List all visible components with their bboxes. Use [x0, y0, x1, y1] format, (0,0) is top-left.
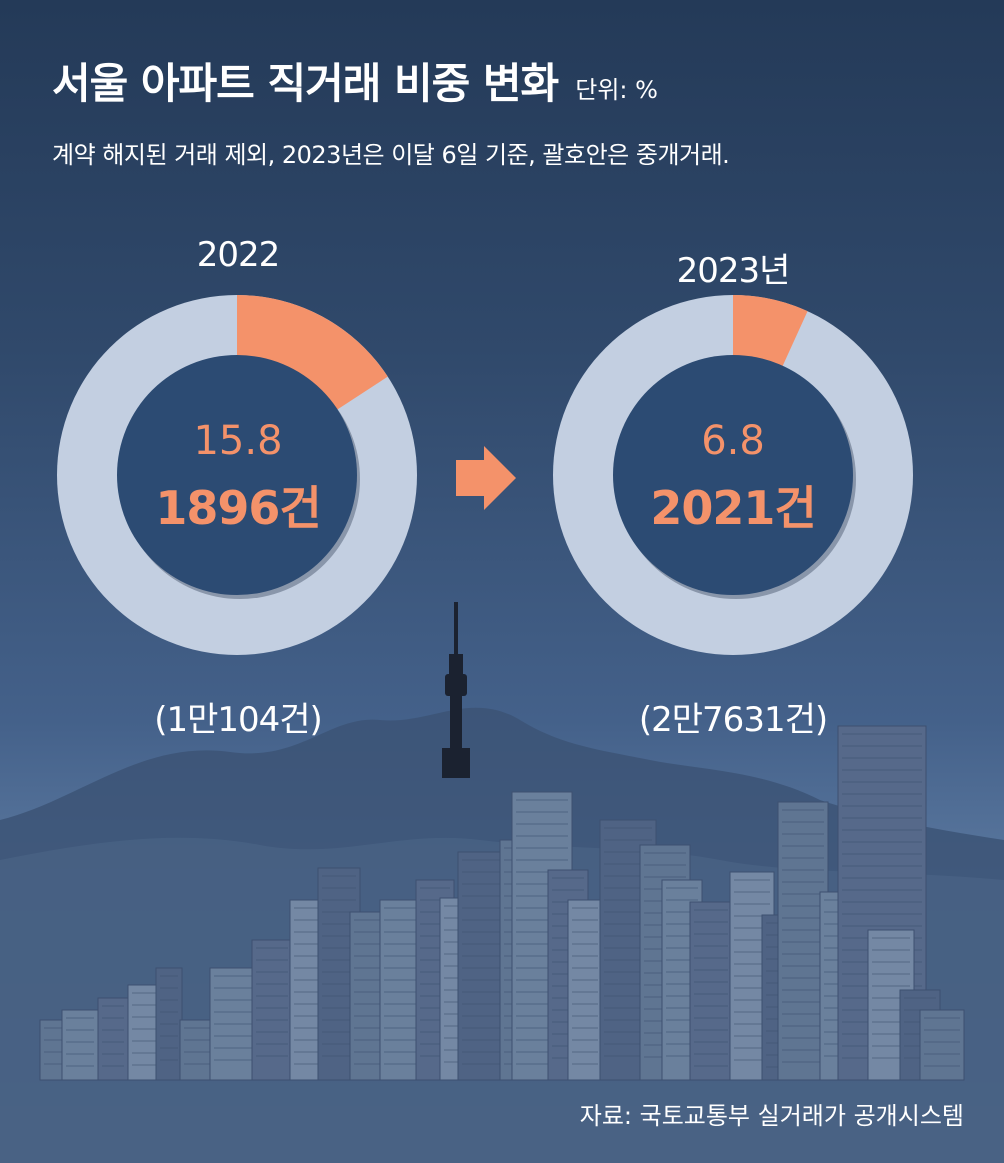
- source-note: 자료: 국토교통부 실거래가 공개시스템: [579, 1102, 964, 1130]
- count-label-2023: 2021건: [650, 481, 816, 535]
- chart-title: 서울 아파트 직거래 비중 변화: [52, 59, 559, 108]
- building: [127, 984, 161, 1081]
- total-label-2022: (1만104건): [154, 700, 323, 740]
- unit-label: 단위: %: [575, 76, 658, 104]
- donut-center-2023: [613, 355, 853, 595]
- building: [457, 851, 507, 1081]
- building: [251, 939, 293, 1081]
- donut-center-2022: [117, 355, 357, 595]
- title-row: 서울 아파트 직거래 비중 변화 단위: %: [52, 50, 658, 111]
- building: [97, 997, 129, 1081]
- building: [567, 899, 603, 1081]
- year-label-2022: 2022: [196, 235, 281, 275]
- year-label-2023: 2023년: [676, 251, 791, 291]
- building: [61, 1009, 99, 1081]
- total-label-2023: (2만7631건): [638, 700, 828, 740]
- arrow-right-icon: [456, 446, 516, 510]
- percent-label-2023: 6.8: [701, 418, 765, 464]
- chart-subtitle: 계약 해지된 거래 제외, 2023년은 이달 6일 기준, 괄호안은 중개거래…: [52, 141, 730, 169]
- count-label-2022: 1896건: [155, 481, 321, 535]
- city-skyline: [39, 725, 965, 1081]
- building: [349, 911, 385, 1081]
- tower-icon: [442, 602, 470, 778]
- building: [379, 899, 421, 1081]
- percent-label-2022: 15.8: [193, 418, 283, 464]
- building: [919, 1009, 965, 1081]
- building: [689, 901, 733, 1081]
